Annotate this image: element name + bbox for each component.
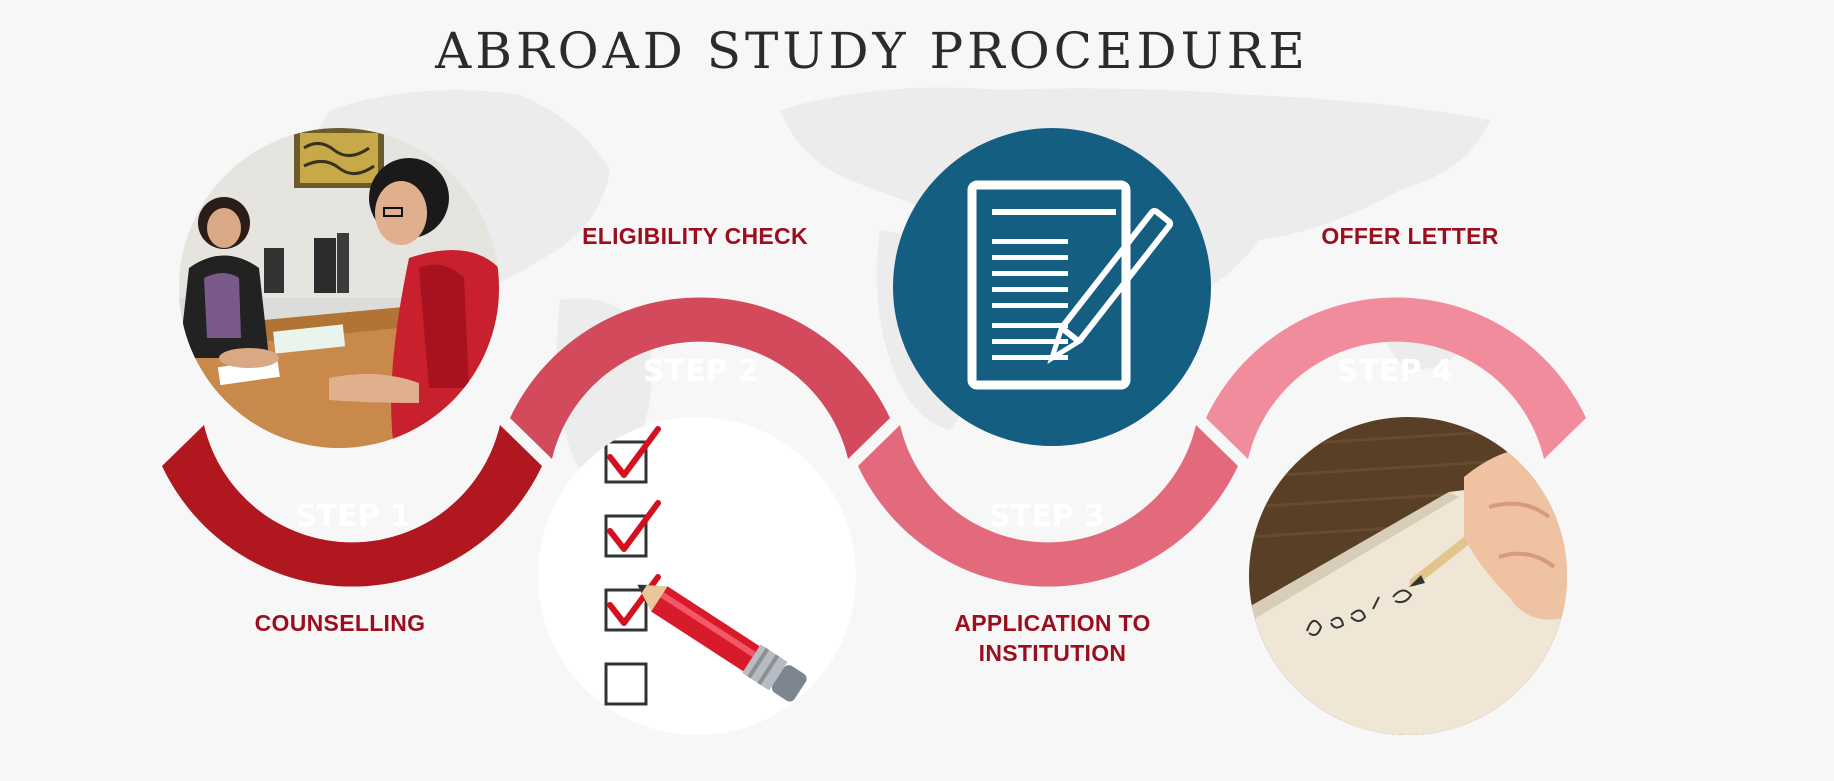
step-1-label: STEP 1 [295,499,411,534]
page-title: ABROAD STUDY PROCEDURE [435,22,1309,80]
step-1-arc [162,425,542,587]
step-4-arc [1206,297,1586,459]
step-3-label: STEP 3 [989,499,1105,534]
step-4-label: STEP 4 [1337,354,1453,389]
step-2-caption: ELIGIBILITY CHECK [582,223,808,249]
step-3-arc [858,425,1238,587]
step-2-label: STEP 2 [643,354,759,389]
counselling-photo [179,128,499,448]
step-4-caption: OFFER LETTER [1321,223,1499,249]
step-3-caption: APPLICATION TO INSTITUTION [920,608,1185,668]
letter-writing-photo [1249,417,1567,735]
step-1-caption: COUNSELLING [254,610,426,636]
step-2-arc [510,297,890,459]
step-3-caption-line-1: APPLICATION TO [954,610,1151,636]
step-3-caption-line-2: INSTITUTION [978,640,1127,666]
document-pencil-icon [893,128,1211,446]
checklist-icon [538,417,856,735]
